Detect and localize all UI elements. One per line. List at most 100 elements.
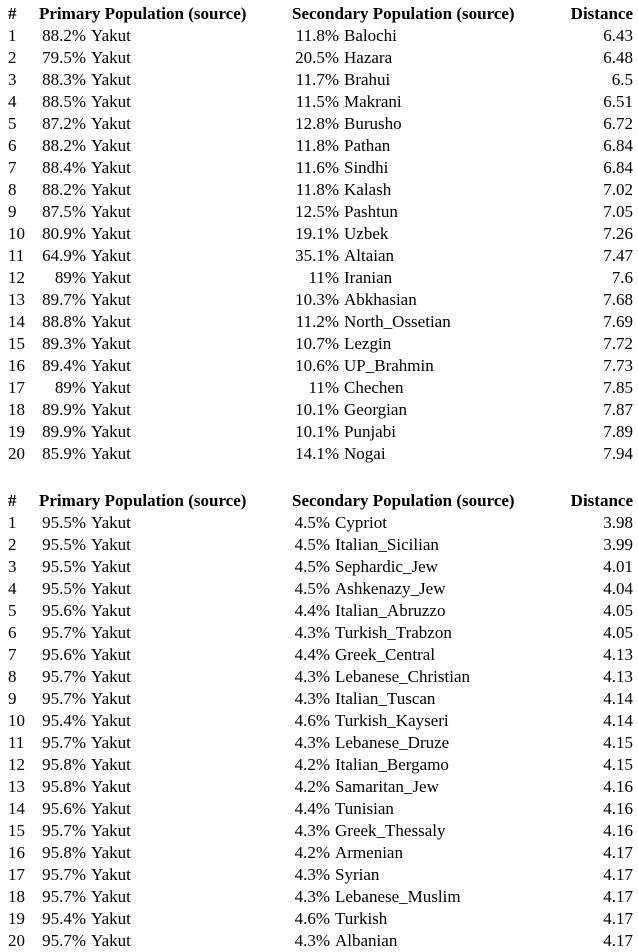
distance-value: 4.17 (603, 887, 633, 906)
secondary-population-name: Armenian (335, 843, 403, 862)
secondary-percent: 11.7% (295, 70, 339, 89)
primary-percent: 88.3% (42, 70, 86, 89)
primary-population-name: Yakut (91, 733, 131, 752)
primary-population-name: Yakut (91, 865, 131, 884)
table-row: 18 95.7% Yakut 4.3% Lebanese_Muslim 4.17 (8, 886, 633, 908)
primary-population-name: Yakut (91, 821, 131, 840)
primary-population-name: Yakut (91, 400, 131, 419)
primary-population-name: Yakut (91, 557, 131, 576)
primary-population-name: Yakut (91, 136, 131, 155)
primary-percent: 89.9% (42, 400, 86, 419)
oracle-results-table-1: # Primary Population (source) Secondary Po… (8, 3, 633, 465)
table-row: 13 95.8% Yakut 4.2% Samaritan_Jew 4.16 (8, 776, 633, 798)
secondary-population-cell: 11.6% Sindhi (292, 157, 565, 179)
distance-value: 7.26 (603, 224, 633, 243)
secondary-percent: 4.3% (294, 821, 330, 840)
secondary-population-name: Tunisian (335, 799, 394, 818)
primary-percent: 95.6% (42, 601, 86, 620)
row-number: 1 (8, 26, 17, 45)
primary-population-name: Yakut (91, 887, 131, 906)
secondary-population-name: Makrani (344, 92, 402, 111)
secondary-population-name: Italian_Abruzzo (335, 601, 446, 620)
secondary-population-cell: 10.7% Lezgin (292, 333, 565, 355)
distance-value: 4.05 (603, 623, 633, 642)
primary-population-name: Yakut (91, 623, 131, 642)
secondary-percent: 4.6% (294, 711, 330, 730)
table-header-row: # Primary Population (source) Secondary Po… (8, 490, 633, 512)
distance-value: 4.15 (603, 755, 633, 774)
distance-value: 4.16 (603, 821, 633, 840)
distance-value: 7.6 (611, 268, 633, 287)
primary-percent: 95.6% (42, 645, 86, 664)
distance-value: 4.13 (603, 645, 633, 664)
primary-population-name: Yakut (91, 777, 131, 796)
secondary-percent: 35.1% (295, 246, 339, 265)
primary-population-cell: 95.6% Yakut (39, 644, 292, 666)
secondary-population-name: Italian_Bergamo (335, 755, 449, 774)
primary-percent: 95.5% (42, 513, 86, 532)
table-row: 15 95.7% Yakut 4.3% Greek_Thessaly 4.16 (8, 820, 633, 842)
primary-population-name: Yakut (91, 601, 131, 620)
secondary-percent: 4.3% (294, 623, 330, 642)
secondary-population-cell: 14.1% Nogai (292, 443, 565, 465)
col-header-secondary-population: Secondary Population (source) (292, 491, 515, 510)
table-row: 17 95.7% Yakut 4.3% Syrian 4.17 (8, 864, 633, 886)
row-number: 18 (8, 887, 25, 906)
row-number: 2 (8, 48, 17, 67)
table-row: 1 88.2% Yakut 11.8% Balochi 6.43 (8, 25, 633, 47)
primary-population-cell: 87.5% Yakut (39, 201, 292, 223)
table-row: 10 95.4% Yakut 4.6% Turkish_Kayseri 4.14 (8, 710, 633, 732)
secondary-population-name: Hazara (344, 48, 393, 67)
row-number: 18 (8, 400, 25, 419)
secondary-percent: 4.2% (294, 755, 330, 774)
secondary-population-name: Turkish_Kayseri (335, 711, 449, 730)
primary-population-cell: 95.6% Yakut (39, 600, 292, 622)
primary-population-cell: 95.7% Yakut (39, 666, 292, 688)
distance-value: 4.17 (603, 843, 633, 862)
primary-population-cell: 88.4% Yakut (39, 157, 292, 179)
table-row: 3 88.3% Yakut 11.7% Brahui 6.5 (8, 69, 633, 91)
secondary-population-name: Nogai (344, 444, 386, 463)
distance-value: 6.84 (603, 158, 633, 177)
secondary-population-name: Albanian (335, 931, 398, 950)
secondary-population-cell: 4.2% Italian_Bergamo (292, 754, 565, 776)
primary-population-name: Yakut (91, 843, 131, 862)
primary-percent: 88.2% (42, 180, 86, 199)
distance-value: 7.73 (603, 356, 633, 375)
secondary-population-name: Altaian (344, 246, 395, 265)
secondary-population-cell: 4.3% Greek_Thessaly (292, 820, 565, 842)
distance-value: 4.14 (603, 689, 633, 708)
primary-population-name: Yakut (91, 290, 131, 309)
row-number: 15 (8, 821, 25, 840)
secondary-population-cell: 4.6% Turkish_Kayseri (292, 710, 565, 732)
secondary-percent: 10.1% (295, 422, 339, 441)
secondary-population-name: Turkish (335, 909, 388, 928)
primary-population-name: Yakut (91, 444, 131, 463)
row-number: 17 (8, 378, 25, 397)
table-row: 12 95.8% Yakut 4.2% Italian_Bergamo 4.15 (8, 754, 633, 776)
primary-percent: 95.7% (42, 865, 86, 884)
col-header-distance: Distance (570, 491, 633, 510)
primary-population-name: Yakut (91, 180, 131, 199)
primary-population-name: Yakut (91, 535, 131, 554)
primary-percent: 88.4% (42, 158, 86, 177)
primary-percent: 89.4% (42, 356, 86, 375)
row-number: 9 (8, 202, 17, 221)
secondary-population-name: Punjabi (344, 422, 396, 441)
row-number: 3 (8, 70, 17, 89)
secondary-population-cell: 12.5% Pashtun (292, 201, 565, 223)
secondary-population-name: Greek_Central (335, 645, 436, 664)
primary-percent: 95.7% (42, 623, 86, 642)
primary-population-cell: 95.7% Yakut (39, 864, 292, 886)
distance-value: 6.72 (603, 114, 633, 133)
secondary-percent: 12.8% (295, 114, 339, 133)
table-row: 1 95.5% Yakut 4.5% Cypriot 3.98 (8, 512, 633, 534)
row-number: 16 (8, 843, 25, 862)
secondary-population-cell: 11.8% Balochi (292, 25, 565, 47)
table-row: 11 64.9% Yakut 35.1% Altaian 7.47 (8, 245, 633, 267)
primary-population-cell: 88.2% Yakut (39, 135, 292, 157)
secondary-percent: 4.5% (294, 513, 330, 532)
primary-percent: 95.7% (42, 887, 86, 906)
col-header-num: # (8, 491, 17, 510)
